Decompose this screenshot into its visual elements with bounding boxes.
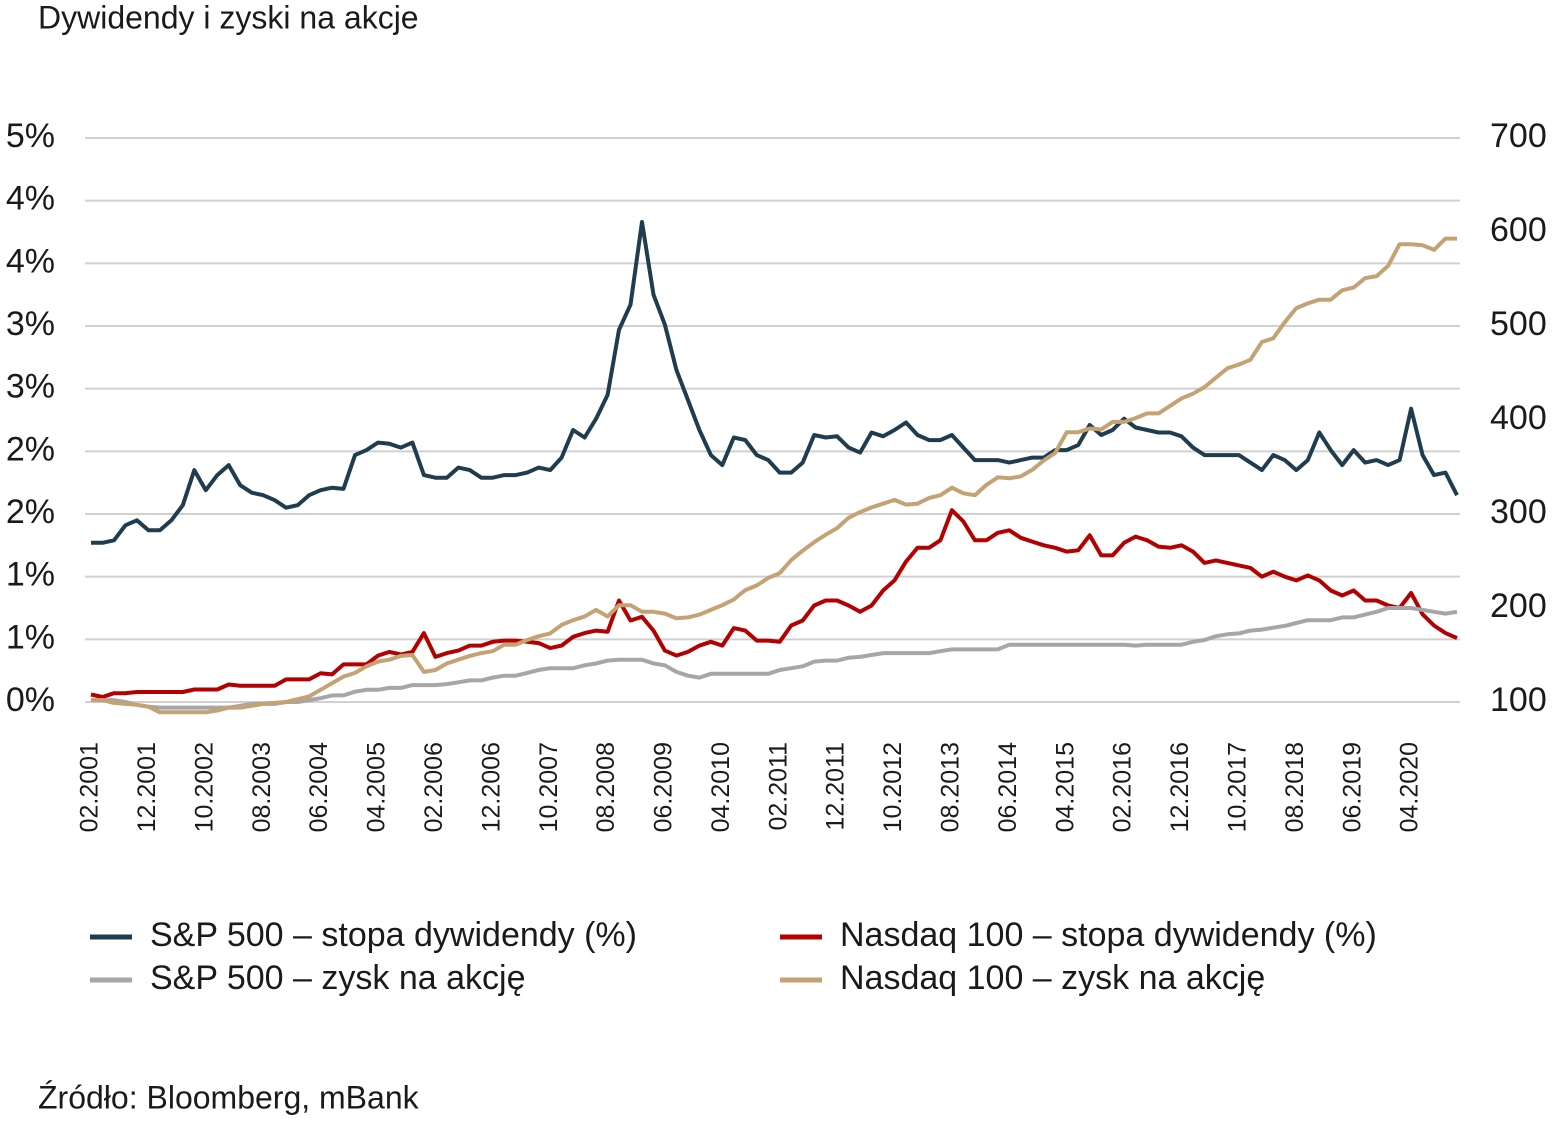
y2-tick-label: 700 (1490, 117, 1547, 155)
x-tick-label: 06.2004 (305, 742, 333, 832)
y2-tick-label: 500 (1490, 305, 1547, 343)
x-tick-label: 10.2017 (1224, 742, 1252, 832)
x-tick-label: 08.2003 (248, 742, 276, 832)
y-tick-label: 1% (6, 618, 55, 656)
x-tick-label: 02.2006 (420, 742, 448, 832)
series-line (91, 606, 1458, 710)
y2-tick-label: 200 (1490, 587, 1547, 625)
y-tick-label: 2% (6, 430, 55, 468)
y2-tick-label: 600 (1490, 211, 1547, 249)
y2-tick-label: 300 (1490, 493, 1547, 531)
y-tick-label: 0% (6, 681, 55, 719)
y-tick-label: 1% (6, 556, 55, 594)
x-tick-label: 12.2001 (133, 742, 161, 832)
x-tick-label: 12.2011 (822, 742, 850, 831)
series-line (91, 220, 1459, 545)
x-tick-label: 02.2001 (76, 742, 104, 832)
y-tick-label: 4% (6, 242, 55, 280)
y2-tick-label: 400 (1490, 399, 1547, 437)
x-tick-label: 12.2016 (1166, 742, 1194, 832)
y-tick-label: 2% (6, 493, 55, 531)
legend-label: Nasdaq 100 – stopa dywidendy (%) (840, 916, 1377, 954)
x-tick-label: 04.2005 (363, 742, 391, 832)
x-tick-label: 08.2013 (937, 742, 965, 832)
x-tick-label: 10.2002 (190, 742, 218, 832)
x-tick-label: 06.2009 (650, 742, 678, 832)
y-tick-label: 5% (6, 117, 55, 155)
y-tick-label: 3% (6, 305, 55, 343)
x-tick-label: 04.2020 (1396, 742, 1424, 832)
y-tick-label: 4% (6, 180, 55, 218)
x-tick-label: 10.2007 (535, 742, 563, 832)
x-tick-label: 02.2011 (764, 742, 792, 831)
y2-tick-label: 100 (1490, 681, 1547, 719)
x-tick-label: 04.2010 (707, 742, 735, 832)
source-note: Źródło: Bloomberg, mBank (38, 1079, 420, 1115)
legend-label: Nasdaq 100 – zysk na akcję (840, 959, 1265, 997)
series-line (90, 508, 1458, 699)
x-tick-label: 02.2016 (1109, 742, 1137, 832)
x-tick-label: 06.2014 (994, 742, 1022, 832)
legend-label: S&P 500 – stopa dywidendy (%) (150, 916, 637, 954)
x-tick-label: 06.2019 (1338, 742, 1366, 832)
x-tick-label: 08.2018 (1281, 742, 1309, 832)
x-tick-label: 10.2012 (879, 742, 907, 832)
chart-title: Dywidendy i zyski na akcje (38, 0, 419, 35)
series-line (91, 236, 1457, 715)
legend-label: S&P 500 – zysk na akcję (150, 959, 525, 997)
x-tick-label: 08.2008 (592, 742, 620, 832)
x-tick-label: 04.2015 (1051, 742, 1079, 832)
y-tick-label: 3% (6, 368, 55, 406)
x-tick-label: 12.2006 (477, 742, 505, 832)
